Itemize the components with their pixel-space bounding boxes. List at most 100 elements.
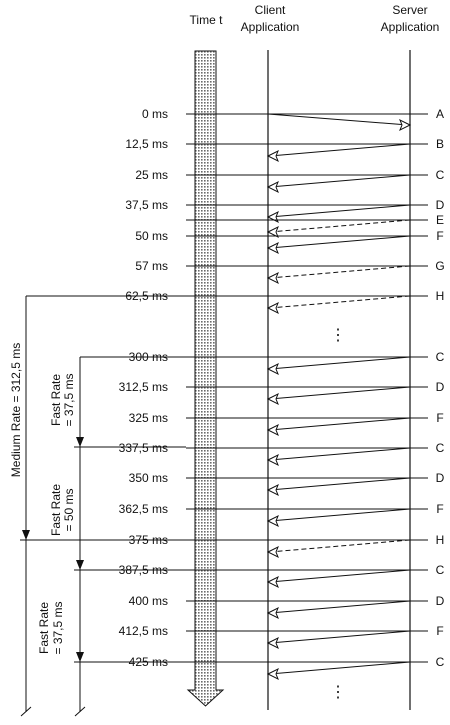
message-arrowhead — [266, 514, 279, 528]
message-arrow — [269, 143, 411, 157]
message-letter: C — [436, 350, 445, 364]
message-arrowhead — [266, 606, 279, 620]
message-letter: D — [436, 380, 445, 394]
message-row: 337,5 ms C — [119, 441, 445, 467]
message-arrow — [269, 235, 411, 249]
message-row: 375 ms H — [129, 533, 445, 559]
message-row: 362,5 ms F — [119, 502, 444, 528]
fast-rate-1-arrowhead — [76, 437, 84, 447]
medium-rate-arrowhead — [22, 530, 30, 540]
message-row: 312,5 ms D — [119, 380, 445, 406]
message-letter: C — [436, 441, 445, 455]
message-arrow — [269, 204, 411, 218]
server-header-line2: Application — [381, 20, 440, 34]
time-label: 412,5 ms — [119, 624, 168, 638]
message-arrowhead — [266, 636, 279, 650]
time-label: 25 ms — [135, 168, 168, 182]
message-row: 37,5 ms D — [125, 198, 445, 224]
time-label: 362,5 ms — [119, 502, 168, 516]
message-letter: C — [436, 168, 445, 182]
message-letter: C — [436, 563, 445, 577]
message-letter: B — [436, 137, 444, 151]
message-arrowhead — [266, 545, 279, 559]
message-letter: E — [436, 213, 444, 227]
client-header-line1: Client — [255, 3, 286, 17]
time-label: 50 ms — [135, 229, 168, 243]
message-arrowhead — [266, 210, 279, 224]
ellipsis-bottom: ⋮ — [330, 684, 346, 701]
message-arrow — [269, 508, 411, 522]
message-arrow — [269, 630, 411, 644]
message-letter: C — [436, 655, 445, 669]
message-arrowhead — [266, 180, 279, 194]
message-arrowhead — [266, 575, 279, 589]
time-arrow — [186, 50, 225, 707]
fast-rate-2-arrowhead — [76, 560, 84, 570]
message-arrowhead — [399, 118, 412, 132]
message-letter: F — [436, 502, 443, 516]
medium-rate-label: Medium Rate = 312,5 ms — [9, 343, 23, 477]
message-letter: A — [436, 107, 444, 121]
message-arrow — [269, 417, 411, 431]
message-arrowhead — [266, 423, 279, 437]
message-row: 325 ms F — [129, 411, 444, 437]
ellipsis-mid: ⋮ — [330, 327, 346, 344]
fast-rate-2-label-line2: = 50 ms — [62, 488, 76, 531]
medium-rate-break — [20, 706, 32, 717]
message-arrowhead — [266, 241, 279, 255]
time-label: 37,5 ms — [125, 198, 168, 212]
message-arrowhead — [266, 392, 279, 406]
fast-rate-3-arrowhead — [76, 652, 84, 662]
fast-rate-3-label-line1: Fast Rate — [37, 602, 51, 654]
message-row: 62,5 ms H — [125, 289, 445, 315]
message-row: 425 ms C — [129, 655, 445, 681]
server-header-line1: Server — [392, 3, 427, 17]
message-letter: D — [436, 471, 445, 485]
message-arrow — [269, 386, 411, 400]
message-letter: H — [436, 289, 445, 303]
message-row: E — [186, 213, 444, 239]
message-letter: G — [435, 259, 444, 273]
time-label: 0 ms — [142, 107, 168, 121]
message-arrowhead — [266, 271, 279, 285]
message-arrowhead — [266, 453, 279, 467]
message-letter: H — [436, 533, 445, 547]
time-label: 57 ms — [135, 259, 168, 273]
message-arrow — [269, 477, 411, 491]
time-label: 312,5 ms — [119, 380, 168, 394]
fast-rate-bracket-1 — [79, 356, 186, 447]
time-label: 400 ms — [129, 594, 168, 608]
medium-rate-bracket — [25, 295, 186, 712]
message-row: 0 ms A — [142, 107, 444, 132]
fast-rate-3-label-line2: = 37,5 ms — [51, 601, 65, 654]
time-label: 337,5 ms — [119, 441, 168, 455]
message-arrow — [269, 265, 411, 279]
message-arrow — [269, 447, 411, 461]
message-arrowhead — [266, 225, 279, 239]
message-arrowhead — [266, 301, 279, 315]
message-row: 387,5 ms C — [119, 563, 445, 589]
message-row: 300 ms C — [129, 350, 445, 376]
message-row: 57 ms G — [135, 259, 445, 285]
message-row: 25 ms C — [135, 168, 445, 194]
client-header-line2: Application — [241, 20, 300, 34]
message-arrowhead — [266, 483, 279, 497]
message-arrow — [267, 113, 409, 126]
message-arrow — [269, 600, 411, 614]
time-label: 12,5 ms — [125, 137, 168, 151]
time-axis-label: Time t — [190, 13, 224, 27]
message-arrow — [269, 219, 411, 233]
message-letter: F — [436, 624, 443, 638]
time-label: 350 ms — [129, 471, 168, 485]
message-row: 350 ms D — [129, 471, 445, 497]
time-label: 325 ms — [129, 411, 168, 425]
message-arrow — [269, 174, 411, 188]
message-row: 400 ms D — [129, 594, 445, 620]
message-arrowhead — [266, 149, 279, 163]
message-arrow — [269, 661, 411, 675]
message-arrow — [269, 539, 411, 553]
message-row: 412,5 ms F — [119, 624, 444, 650]
